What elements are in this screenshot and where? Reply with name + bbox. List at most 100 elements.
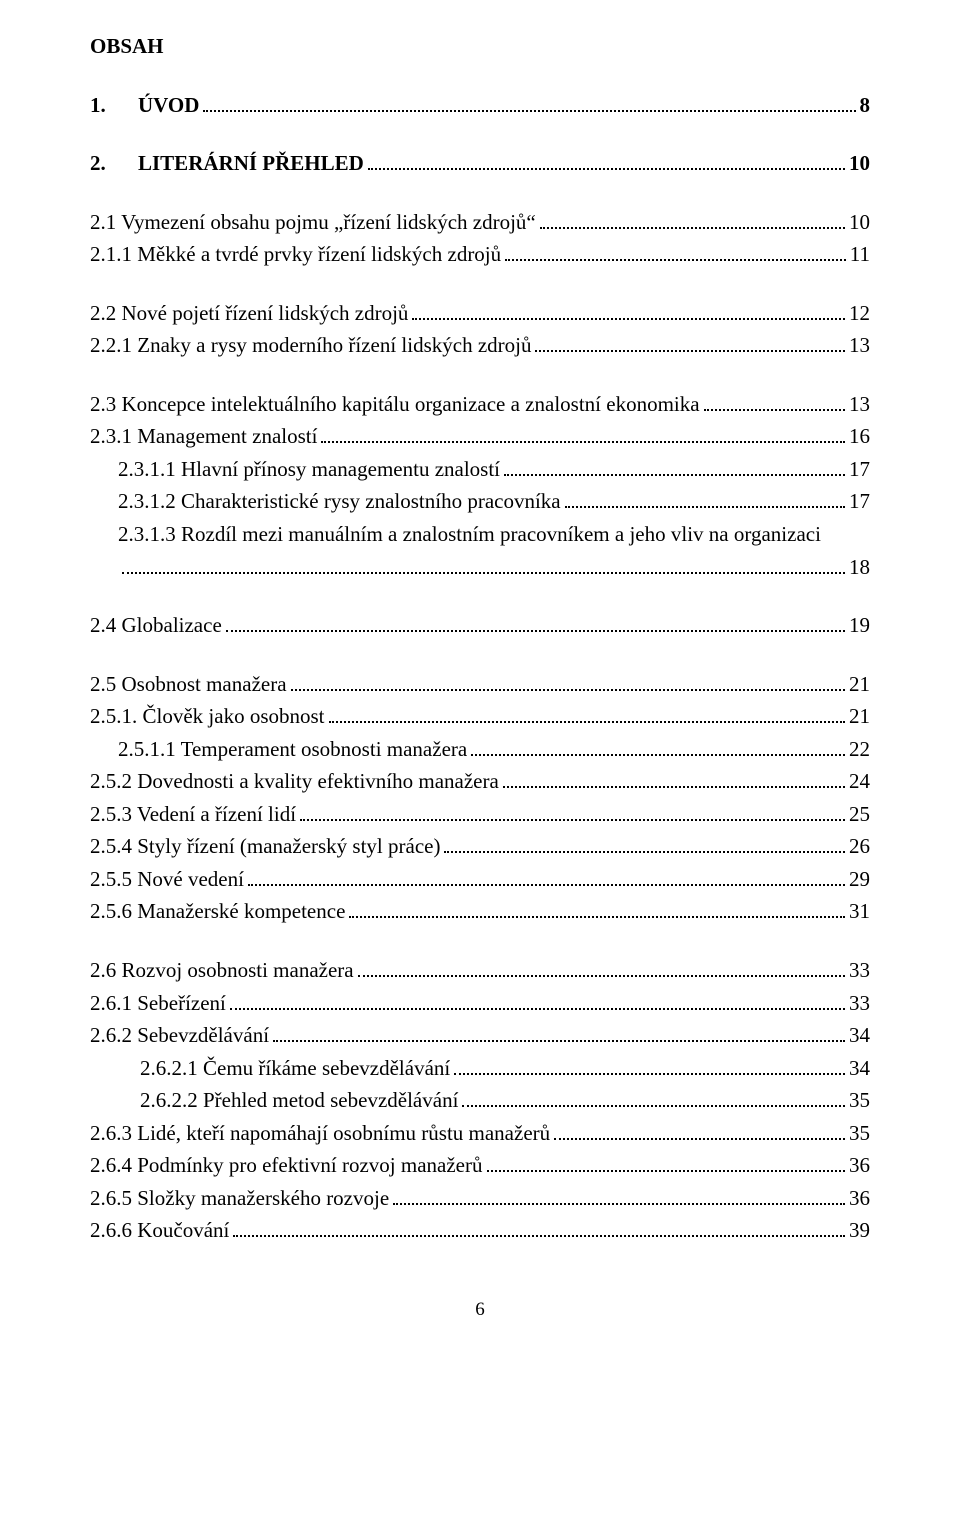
toc-label: 2.4 Globalizace bbox=[90, 609, 222, 642]
toc-leader bbox=[471, 735, 845, 756]
toc-page: 39 bbox=[849, 1214, 870, 1247]
toc-label: 2.3 Koncepce intelektuálního kapitálu or… bbox=[90, 388, 700, 421]
toc-list: 1.ÚVOD 8 2.LITERÁRNÍ PŘEHLED10 2.1 Vymezení… bbox=[90, 89, 870, 1247]
toc-leader bbox=[454, 1054, 845, 1075]
toc-entry: 2.6.2.2 Přehled metod sebevzdělávání 35 bbox=[90, 1084, 870, 1117]
toc-leader bbox=[230, 989, 845, 1010]
toc-entry: 2.1.1 Měkké a tvrdé prvky řízení lidskýc… bbox=[90, 238, 870, 271]
toc-label: 2.3.1.2 Charakteristické rysy znalostníh… bbox=[118, 485, 561, 518]
toc-label: 2.6.6 Koučování bbox=[90, 1214, 229, 1247]
toc-leader bbox=[412, 299, 845, 320]
toc-entry: 1.ÚVOD 8 bbox=[90, 89, 870, 122]
toc-leader bbox=[273, 1021, 845, 1042]
toc-entry: 2.4 Globalizace 19 bbox=[90, 609, 870, 642]
toc-label: 2.6.5 Složky manažerského rozvoje bbox=[90, 1182, 389, 1215]
toc-entry: 2.5.4 Styly řízení (manažerský styl prác… bbox=[90, 830, 870, 863]
toc-leader bbox=[565, 488, 845, 509]
toc-entry: 2.LITERÁRNÍ PŘEHLED10 bbox=[90, 147, 870, 180]
toc-page: 33 bbox=[849, 954, 870, 987]
toc-page: 36 bbox=[849, 1182, 870, 1215]
toc-entry: 2.5.2 Dovednosti a kvality efektivního m… bbox=[90, 765, 870, 798]
toc-page: 31 bbox=[849, 895, 870, 928]
toc-leader bbox=[329, 702, 846, 723]
toc-entry: 2.6.6 Koučování 39 bbox=[90, 1214, 870, 1247]
toc-entry: 2.3 Koncepce intelektuálního kapitálu or… bbox=[90, 388, 870, 421]
toc-label: 2.5.6 Manažerské kompetence bbox=[90, 895, 345, 928]
toc-entry: 2.6.4 Podmínky pro efektivní rozvoj mana… bbox=[90, 1149, 870, 1182]
toc-page: 17 bbox=[849, 453, 870, 486]
toc-page: 10 bbox=[849, 206, 870, 239]
toc-leader bbox=[122, 553, 845, 574]
toc-entry: 2.5.3 Vedení a řízení lidí25 bbox=[90, 798, 870, 831]
page-number: 6 bbox=[90, 1295, 870, 1324]
toc-page: 21 bbox=[849, 668, 870, 701]
toc-label: 2.5.1. Člověk jako osobnost bbox=[90, 700, 325, 733]
toc-leader bbox=[540, 208, 845, 229]
toc-label: 2.2.1 Znaky a rysy moderního řízení lids… bbox=[90, 329, 531, 362]
toc-entry: 2.3.1 Management znalostí16 bbox=[90, 420, 870, 453]
toc-page: 8 bbox=[860, 89, 871, 122]
toc-leader bbox=[487, 1151, 846, 1172]
toc-leader bbox=[554, 1119, 845, 1140]
toc-leader bbox=[504, 455, 845, 476]
toc-entry: 2.3.1.2 Charakteristické rysy znalostníh… bbox=[90, 485, 870, 518]
toc-page: 26 bbox=[849, 830, 870, 863]
toc-leader bbox=[233, 1217, 845, 1238]
toc-entry: 2.6.2 Sebevzdělávání 34 bbox=[90, 1019, 870, 1052]
toc-page: 35 bbox=[849, 1084, 870, 1117]
toc-leader bbox=[444, 833, 845, 854]
toc-entry: 2.6.2.1 Čemu říkáme sebevzdělávání34 bbox=[90, 1052, 870, 1085]
toc-leader bbox=[300, 800, 845, 821]
toc-entry: 2.5.5 Nové vedení29 bbox=[90, 863, 870, 896]
toc-label: 2.5.5 Nové vedení bbox=[90, 863, 244, 896]
toc-label: 2.5 Osobnost manažera bbox=[90, 668, 287, 701]
toc-page: 13 bbox=[849, 329, 870, 362]
toc-page: 35 bbox=[849, 1117, 870, 1150]
toc-page: 34 bbox=[849, 1019, 870, 1052]
toc-entry: 2.5.1.1 Temperament osobnosti manažera22 bbox=[90, 733, 870, 766]
toc-page: 17 bbox=[849, 485, 870, 518]
toc-leader bbox=[226, 611, 845, 632]
toc-entry: 2.5.6 Manažerské kompetence 31 bbox=[90, 895, 870, 928]
toc-leader bbox=[358, 956, 845, 977]
toc-page: 25 bbox=[849, 798, 870, 831]
toc-entry: 2.3.1.3 Rozdíl mezi manuálním a znalostn… bbox=[90, 518, 870, 551]
toc-leader bbox=[393, 1184, 845, 1205]
toc-leader bbox=[505, 240, 846, 261]
toc-entry: 2.5 Osobnost manažera 21 bbox=[90, 668, 870, 701]
toc-label: 2.1 Vymezení obsahu pojmu „řízení lidský… bbox=[90, 206, 536, 239]
toc-label: 2.6.2 Sebevzdělávání bbox=[90, 1019, 269, 1052]
toc-label: 2.6.4 Podmínky pro efektivní rozvoj mana… bbox=[90, 1149, 483, 1182]
toc-leader bbox=[535, 331, 845, 352]
toc-leader bbox=[503, 767, 845, 788]
toc-label: 2.2 Nové pojetí řízení lidských zdrojů bbox=[90, 297, 408, 330]
toc-entry: 2.6.1 Sebeřízení33 bbox=[90, 987, 870, 1020]
toc-title: OBSAH bbox=[90, 30, 870, 63]
toc-leader bbox=[349, 898, 845, 919]
toc-label: 2.6.2.2 Přehled metod sebevzdělávání bbox=[140, 1084, 458, 1117]
toc-leader bbox=[203, 91, 855, 112]
toc-page: 13 bbox=[849, 388, 870, 421]
toc-entry: 2.1 Vymezení obsahu pojmu „řízení lidský… bbox=[90, 206, 870, 239]
toc-entry: 2.6.5 Složky manažerského rozvoje 36 bbox=[90, 1182, 870, 1215]
toc-entry: 2.5.1. Člověk jako osobnost21 bbox=[90, 700, 870, 733]
toc-label: 2.3.1.3 Rozdíl mezi manuálním a znalostn… bbox=[118, 518, 821, 551]
toc-label: 2.6.1 Sebeřízení bbox=[90, 987, 226, 1020]
toc-page: 36 bbox=[849, 1149, 870, 1182]
toc-label: 2.3.1 Management znalostí bbox=[90, 420, 317, 453]
toc-label: 2.5.1.1 Temperament osobnosti manažera bbox=[118, 733, 467, 766]
toc-leader bbox=[368, 149, 845, 170]
toc-label: 2.6 Rozvoj osobnosti manažera bbox=[90, 954, 354, 987]
toc-leader bbox=[462, 1086, 845, 1107]
toc-entry: 2.2 Nové pojetí řízení lidských zdrojů 12 bbox=[90, 297, 870, 330]
toc-leader bbox=[248, 865, 845, 886]
toc-page: 19 bbox=[849, 609, 870, 642]
toc-leader bbox=[321, 422, 845, 443]
toc-entry: 2.2.1 Znaky a rysy moderního řízení lids… bbox=[90, 329, 870, 362]
toc-leader bbox=[704, 390, 845, 411]
toc-label: 1.ÚVOD bbox=[90, 89, 199, 122]
toc-page: 12 bbox=[849, 297, 870, 330]
toc-entry: 2.3.1.1 Hlavní přínosy managementu znalo… bbox=[90, 453, 870, 486]
toc-entry: 2.6.3 Lidé, kteří napomáhají osobnímu rů… bbox=[90, 1117, 870, 1150]
toc-label: 2.5.2 Dovednosti a kvality efektivního m… bbox=[90, 765, 499, 798]
